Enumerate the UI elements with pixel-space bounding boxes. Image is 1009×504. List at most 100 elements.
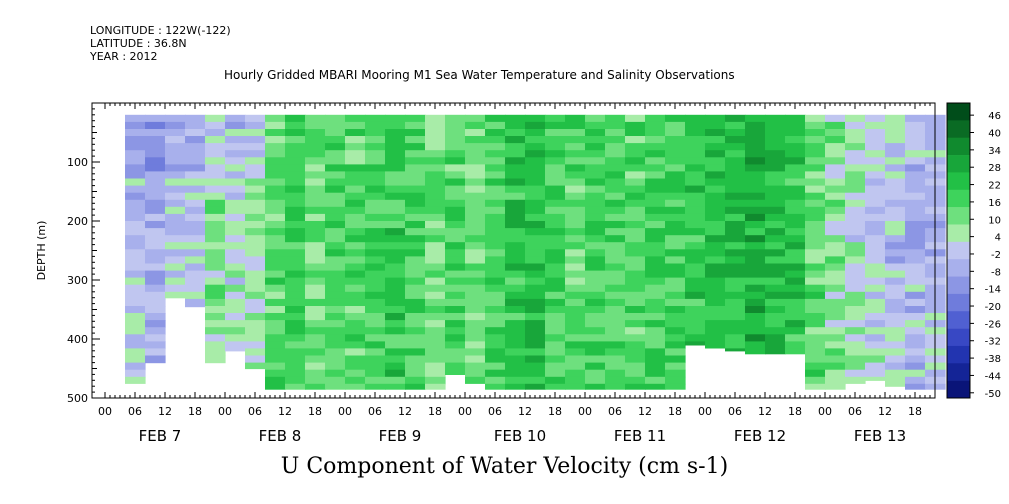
heatmap-cell	[145, 192, 166, 201]
heatmap-cell	[465, 213, 486, 222]
heatmap-cell	[905, 143, 926, 151]
heatmap-cell	[605, 298, 626, 307]
heatmap-cell	[225, 199, 246, 208]
heatmap-cell	[785, 249, 806, 257]
heatmap-cell	[445, 185, 466, 194]
heatmap-cell	[585, 256, 606, 265]
heatmap-cell	[785, 284, 806, 293]
heatmap-cell	[405, 263, 426, 272]
heatmap-cell	[425, 221, 446, 229]
heatmap-cell	[845, 235, 866, 243]
heatmap-cell	[185, 192, 206, 201]
heatmap-cell	[465, 129, 486, 137]
heatmap-cell	[805, 249, 826, 257]
heatmap-cell	[645, 256, 666, 265]
heatmap-cell	[445, 150, 466, 158]
heatmap-cell	[785, 334, 806, 342]
heatmap-cell	[585, 136, 606, 144]
heatmap-cell	[465, 362, 486, 371]
heatmap-cell	[885, 164, 906, 173]
y-tick-label: 500	[67, 392, 88, 405]
heatmap-cell	[265, 376, 286, 385]
heatmap-cell	[385, 185, 406, 194]
heatmap-cell	[585, 242, 606, 250]
heatmap-cell	[705, 206, 726, 215]
heatmap-cell	[445, 235, 466, 243]
heatmap-cell	[345, 313, 366, 321]
heatmap-cell	[585, 383, 606, 390]
heatmap-cell	[665, 199, 686, 208]
heatmap-cell	[665, 291, 686, 300]
heatmap-cell	[505, 327, 526, 335]
heatmap-cell	[365, 228, 386, 236]
heatmap-cell	[805, 320, 826, 328]
heatmap-cell	[385, 277, 406, 286]
heatmap-cell	[365, 164, 386, 173]
heatmap-cell	[165, 157, 186, 165]
heatmap-cell	[605, 164, 626, 173]
heatmap-cell	[565, 213, 586, 222]
x-hour-label: 00	[458, 405, 472, 418]
heatmap-cell	[865, 178, 886, 187]
colorbar-swatch	[947, 345, 970, 364]
heatmap-cell	[665, 313, 686, 321]
heatmap-cell	[285, 171, 306, 180]
heatmap-cell	[485, 327, 506, 335]
heatmap-cell	[505, 298, 526, 307]
heatmap-cell	[585, 221, 606, 229]
heatmap-cell	[585, 277, 606, 286]
heatmap-cell	[385, 199, 406, 208]
heatmap-cell	[625, 256, 646, 265]
heatmap-cell	[345, 171, 366, 180]
heatmap-cell	[385, 355, 406, 364]
heatmap-cell	[265, 143, 286, 151]
heatmap-cell	[385, 164, 406, 173]
heatmap-cell	[505, 242, 526, 250]
heatmap-cell	[125, 121, 146, 130]
heatmap-cell	[545, 383, 566, 390]
heatmap-cell	[185, 206, 206, 215]
heatmap-cell	[545, 369, 566, 378]
heatmap-cell	[485, 192, 506, 201]
heatmap-cell	[685, 270, 706, 279]
heatmap-cell	[525, 171, 546, 180]
heatmap-cell	[585, 263, 606, 272]
heatmap-cell	[505, 235, 526, 243]
heatmap-cell	[725, 256, 746, 265]
heatmap-cell	[425, 150, 446, 158]
heatmap-cell	[325, 313, 346, 321]
x-hour-label: 12	[638, 405, 652, 418]
heatmap-cell	[565, 185, 586, 194]
heatmap-cell	[905, 192, 926, 201]
heatmap-cell	[625, 199, 646, 208]
heatmap-cell	[905, 306, 926, 314]
heatmap-cell	[165, 199, 186, 208]
heatmap-cell	[465, 355, 486, 364]
heatmap-cell	[825, 228, 846, 236]
heatmap-cell	[165, 284, 186, 293]
colorbar-swatch	[947, 276, 970, 295]
heatmap-cell	[485, 213, 506, 222]
heatmap-cell	[485, 228, 506, 236]
heatmap-cell	[885, 171, 906, 180]
heatmap-cell	[225, 313, 246, 321]
heatmap-cell	[665, 383, 686, 390]
heatmap-cell	[365, 129, 386, 137]
heatmap-cell	[165, 249, 186, 257]
heatmap-cell	[605, 114, 626, 123]
heatmap-cell	[485, 150, 506, 158]
heatmap-cell	[325, 235, 346, 243]
heatmap-cell	[765, 121, 786, 130]
heatmap-cell	[485, 242, 506, 250]
colorbar-swatch	[947, 293, 970, 312]
heatmap-cell	[205, 121, 226, 130]
heatmap-cell	[505, 313, 526, 321]
heatmap-cell	[585, 129, 606, 137]
heatmap-cell	[405, 270, 426, 279]
heatmap-cell	[865, 348, 886, 357]
heatmap-cell	[185, 235, 206, 243]
heatmap-cell	[745, 235, 766, 243]
heatmap-cell	[505, 355, 526, 364]
heatmap-cell	[285, 178, 306, 187]
heatmap-cell	[625, 327, 646, 335]
